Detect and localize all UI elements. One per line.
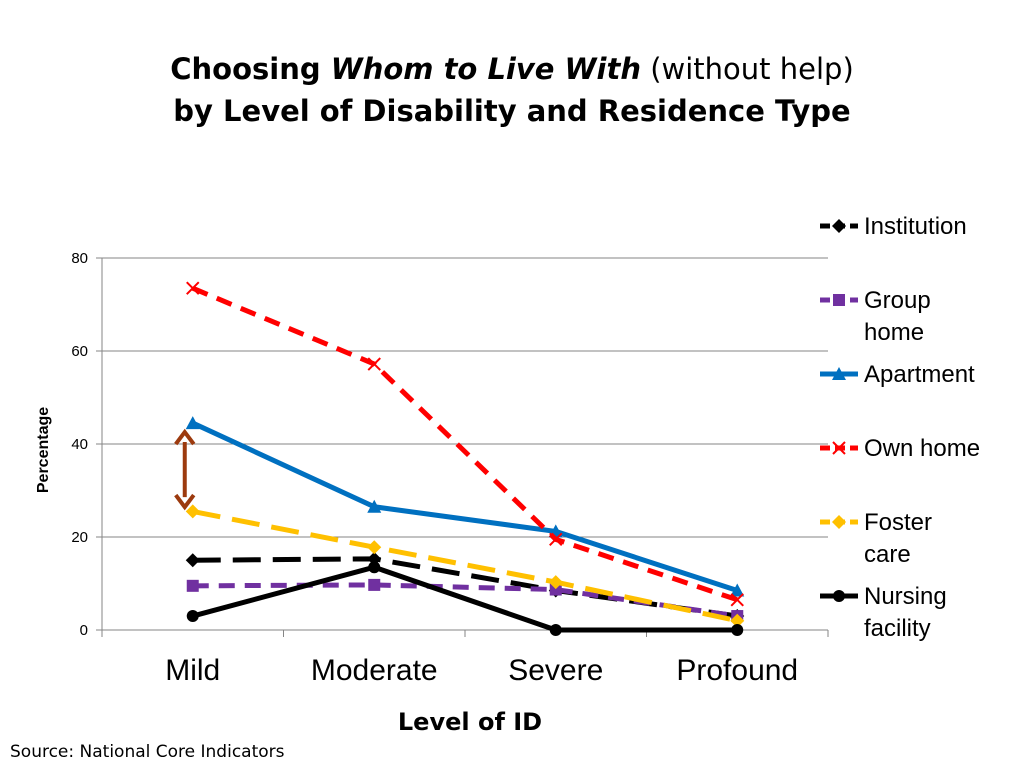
x-axis-title: Level of ID — [397, 708, 543, 736]
x-tick-label: Severe — [508, 654, 603, 687]
data-point — [549, 583, 562, 596]
data-point — [186, 579, 199, 592]
data-point — [730, 583, 745, 597]
series-line — [192, 564, 738, 633]
data-point — [368, 561, 381, 574]
data-point — [185, 504, 200, 519]
legend-item: Nursing facility — [820, 583, 947, 642]
data-point — [367, 357, 381, 371]
y-tick-label: 0 — [80, 622, 88, 639]
arrow-head-bottom — [174, 493, 196, 511]
data-point — [549, 532, 563, 547]
y-tick-label: 60 — [71, 343, 88, 360]
data-point — [548, 575, 563, 590]
series-nursing-facility — [186, 561, 744, 636]
series-line — [191, 285, 739, 603]
data-point — [186, 281, 200, 295]
legend-marker — [832, 441, 846, 455]
legend-marker — [833, 590, 845, 602]
legend-label: Foster — [864, 509, 932, 536]
data-point — [730, 593, 744, 607]
legend-marker — [832, 367, 846, 380]
x-tick-label: Moderate — [311, 654, 438, 687]
legend-item: Group home — [820, 287, 931, 346]
title-part-1: Choosing — [170, 52, 331, 86]
data-point — [367, 499, 382, 513]
source-note: Source: National Core Indicators — [10, 742, 285, 762]
y-axis-title: Percentage — [35, 407, 52, 493]
legend-label: Apartment — [864, 361, 975, 388]
series-line — [192, 508, 738, 624]
title-line-2: by Level of Disability and Residence Typ… — [173, 94, 851, 128]
y-tick-label: 40 — [71, 436, 88, 453]
legend-label: Own home — [864, 435, 980, 462]
series-line — [191, 420, 739, 593]
data-point — [730, 613, 745, 628]
series-apartment — [185, 416, 745, 597]
data-point — [549, 624, 562, 636]
legend-label: facility — [864, 615, 931, 642]
x-tick-label: Mild — [165, 654, 220, 687]
data-point — [186, 610, 199, 623]
title-line-1: Choosing Whom to Live With (without help… — [0, 48, 1024, 90]
legend-item: Apartment — [820, 361, 975, 388]
data-point — [185, 553, 200, 568]
title-part-2: Whom to Live With — [330, 52, 641, 86]
legend-label: home — [864, 319, 924, 346]
x-tick-label: Profound — [676, 654, 798, 687]
data-point — [367, 540, 382, 555]
series-own-home — [186, 281, 744, 607]
legend-item: Foster care — [820, 509, 932, 568]
legend-item: Own home — [820, 435, 980, 462]
arrow-head-top — [174, 428, 196, 446]
double-arrow-annotation — [174, 428, 196, 511]
legend-marker — [832, 219, 846, 233]
data-point — [731, 624, 744, 636]
legend-label: Nursing — [864, 583, 947, 610]
chart-title: Choosing Whom to Live With (without help… — [0, 48, 1024, 132]
data-point — [368, 578, 381, 591]
title-part-3: (without help) — [640, 52, 854, 86]
legend-label: Institution — [864, 213, 967, 240]
series-foster-care — [185, 504, 745, 628]
legend-label: care — [864, 541, 911, 568]
legend-item: Institution — [820, 213, 967, 240]
y-tick-label: 80 — [71, 250, 88, 267]
legend-label: Group — [864, 287, 931, 314]
legend-marker — [833, 294, 845, 306]
y-tick-label: 20 — [71, 529, 88, 546]
data-point — [185, 416, 200, 430]
legend-marker — [832, 515, 846, 529]
